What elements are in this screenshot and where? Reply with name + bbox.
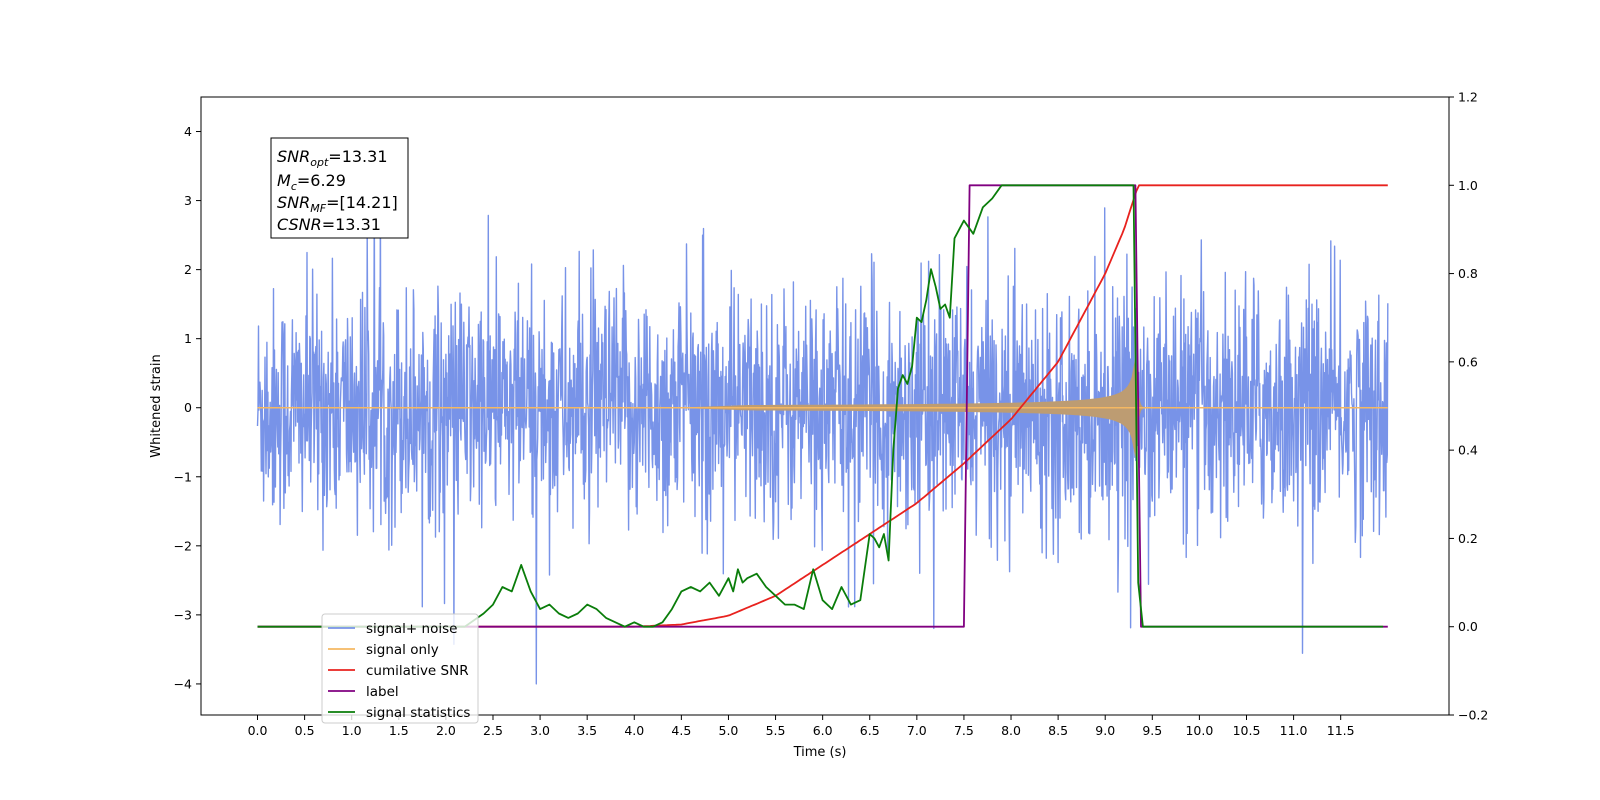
y2-tick-label: 0.6: [1458, 354, 1478, 369]
x-tick-label: 1.0: [342, 723, 362, 738]
x-tick-label: 10.0: [1185, 723, 1213, 738]
y-tick-label: 4: [184, 124, 192, 139]
y2-tick-label: −0.2: [1458, 708, 1488, 723]
x-tick-label: 4.5: [671, 723, 691, 738]
legend: signal+ noise signal only cumilative SNR la…: [321, 613, 479, 724]
x-tick-label: 5.5: [766, 723, 786, 738]
legend-signal-only-label: signal only: [366, 642, 439, 658]
y2-tick-label: 0.4: [1458, 443, 1478, 458]
y-tick-label: −1: [174, 469, 192, 484]
annotation-mc: Mc=6.29: [277, 171, 346, 193]
x-tick-label: 6.0: [813, 723, 833, 738]
y-tick-label: −3: [174, 607, 192, 622]
x-axis: 0.0 0.5 1.0 1.5 2.0 2.5 3.0 3.5 4.0 4.5 5.0 5.5 6.0 6…: [248, 715, 1355, 738]
signal-noise-series: [256, 183, 1389, 685]
x-tick-label: 2.5: [483, 723, 503, 738]
y-axis-right: 1.2 1.0 0.8 0.6 0.4 0.2 0.0 −0.2: [1449, 90, 1488, 723]
y2-tick-label: 0.2: [1458, 531, 1478, 546]
y2-tick-label: 0.8: [1458, 266, 1478, 281]
y2-tick-label: 1.0: [1458, 178, 1478, 193]
y2-tick-label: 0.0: [1458, 619, 1478, 634]
y-tick-label: 1: [184, 331, 192, 346]
y-axis-label: Whitened strain: [149, 354, 164, 457]
signal-noise-line: [256, 183, 1389, 685]
y-tick-label: −4: [174, 676, 192, 691]
annotation-snr-opt: SNRopt=13.31: [277, 147, 388, 169]
x-axis-label: Time (s): [793, 745, 847, 760]
signal-statistics-line: [257, 184, 1384, 628]
x-tick-label: 8.0: [1001, 723, 1021, 738]
legend-signal-noise-label: signal+ noise: [366, 621, 457, 637]
x-tick-label: 9.5: [1142, 723, 1162, 738]
legend-cumulative-snr-label: cumilative SNR: [366, 663, 469, 679]
y-tick-label: 3: [184, 193, 192, 208]
x-tick-label: 3.0: [530, 723, 550, 738]
x-tick-label: 3.5: [577, 723, 597, 738]
x-tick-label: 7.0: [907, 723, 927, 738]
annotation-snr-mf: SNRMF=[14.21]: [277, 193, 398, 215]
x-tick-label: 11.5: [1327, 723, 1355, 738]
y-tick-label: −2: [174, 538, 192, 553]
x-tick-label: 9.0: [1095, 723, 1115, 738]
legend-signal-statistics-label: signal statistics: [366, 705, 470, 721]
x-tick-label: 1.5: [389, 723, 409, 738]
x-tick-label: 5.0: [719, 723, 739, 738]
x-tick-label: 8.5: [1048, 723, 1068, 738]
x-tick-label: 2.0: [436, 723, 456, 738]
x-tick-label: 11.0: [1280, 723, 1308, 738]
plot-area: [256, 183, 1389, 685]
x-tick-label: 4.0: [624, 723, 644, 738]
signal-only-series: [257, 357, 1388, 459]
x-tick-label: 0.5: [295, 723, 315, 738]
annotation-csnr: CSNR=13.31: [277, 215, 381, 234]
y2-tick-label: 1.2: [1458, 90, 1478, 105]
legend-label-label: label: [366, 684, 399, 700]
annotation-box: SNRopt=13.31 Mc=6.29 SNRMF=[14.21] CSNR=…: [270, 137, 409, 239]
y-tick-label: 0: [184, 400, 192, 415]
plot-frame: [200, 96, 1450, 716]
x-tick-label: 10.5: [1233, 723, 1261, 738]
x-tick-label: 6.5: [860, 723, 880, 738]
x-tick-label: 7.5: [954, 723, 974, 738]
x-tick-label: 0.0: [248, 723, 268, 738]
y-tick-label: 2: [184, 262, 192, 277]
y-axis-left: 4 3 2 1 0 −1 −2 −3 −4: [174, 124, 201, 691]
